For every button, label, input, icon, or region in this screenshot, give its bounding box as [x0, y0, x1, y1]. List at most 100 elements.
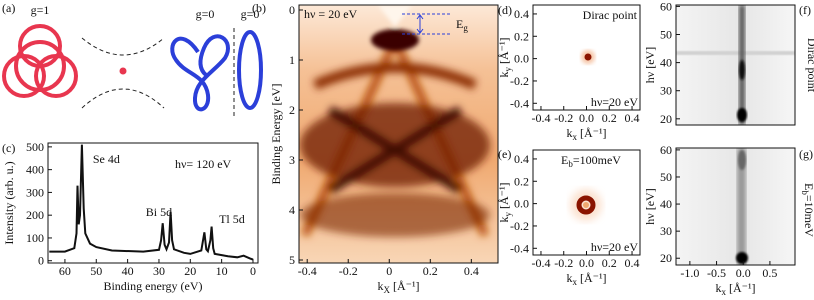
plot-frame: [298, 4, 499, 264]
y-tick-label: -0.2: [510, 74, 529, 88]
side-label-part: b: [800, 190, 810, 195]
x-axis-label-part: [Å⁻¹]: [390, 279, 420, 293]
y-tick-label: 30: [660, 84, 672, 98]
spectrum-line: [49, 144, 254, 261]
y-tick-label: 100: [26, 231, 44, 245]
plot-frame: [47, 142, 259, 264]
x-axis-label: kx [Å⁻¹]: [566, 271, 606, 287]
x-axis-label-part: k: [377, 279, 383, 293]
x-axis-label-part: x: [721, 287, 726, 297]
y-axis-label-part: y: [503, 67, 513, 72]
y-tick-label: -0.4: [510, 96, 529, 110]
x-tick-label: 0.0: [579, 111, 594, 125]
x-tick-label: 0.2: [423, 264, 438, 278]
arpes-image: [299, 5, 498, 263]
knot-sketch: [2, 24, 263, 118]
x-tick-label: 0.5: [762, 266, 777, 280]
side-label: Dirac point: [805, 38, 814, 93]
gap-label-part: g: [463, 23, 468, 33]
x-tick-label: 0.4: [625, 256, 640, 270]
photon-energy: hν = 20 eV: [304, 7, 358, 21]
y-tick-label: 0: [289, 3, 295, 17]
x-tick-label: 40: [122, 264, 134, 278]
x-axis-label-part: x: [572, 132, 577, 142]
x-tick-label: -0.2: [554, 111, 573, 125]
map-title: Dirac point: [583, 8, 638, 22]
panel-label: (d): [498, 3, 512, 17]
y-tick-label: 60: [660, 0, 672, 13]
x-axis-label-part: X: [383, 285, 390, 295]
y-tick-label: 5: [289, 253, 295, 267]
x-tick-label: -0.2: [339, 264, 358, 278]
photon-energy: hν=20 eV: [591, 240, 639, 254]
x-tick-label: -0.4: [298, 264, 317, 278]
x-tick-label: 50: [90, 264, 102, 278]
x-axis-label: kx [Å⁻¹]: [566, 126, 606, 142]
y-tick-label: 0.4: [514, 7, 529, 21]
y-tick-label: 0.2: [514, 29, 529, 43]
y-tick-label: 300: [26, 185, 44, 199]
side-label-part: =10meV: [802, 195, 814, 237]
y-tick-label: 0.0: [514, 197, 529, 211]
map-title-part: =100meV: [573, 153, 621, 167]
x-tick-label: 0.2: [602, 111, 617, 125]
peak-label: Bi 5d: [146, 205, 172, 219]
y-axis-label: hν [eV]: [643, 47, 657, 83]
x-tick-label: 0: [386, 264, 392, 278]
genus-label: g=0: [241, 7, 260, 21]
photon-energy: hν= 120 eV: [175, 157, 232, 171]
y-axis-label-part: y: [503, 212, 513, 217]
y-axis-label-part: [Å⁻¹]: [497, 37, 511, 67]
hv-map-f: [676, 5, 795, 125]
y-tick-label: 0.0: [514, 52, 529, 66]
panel-label: (e): [498, 147, 511, 161]
panel-label: (a): [2, 1, 15, 15]
x-tick-label: 10: [216, 264, 228, 278]
x-tick-label: 60: [59, 264, 71, 278]
y-tick-label: 500: [26, 140, 44, 154]
peak-label: Tl 5d: [219, 212, 245, 226]
genus-label: g=0: [196, 7, 215, 21]
x-axis-label-part: [Å⁻¹]: [577, 271, 607, 285]
x-axis-label: kx [Å⁻¹]: [715, 281, 755, 297]
genus-label: g=1: [31, 3, 50, 17]
x-tick-label: 0: [250, 264, 256, 278]
gap-marker: [402, 13, 452, 35]
x-tick-label: 0.4: [464, 264, 479, 278]
x-tick-label: -0.4: [531, 256, 550, 270]
y-tick-label: 0.2: [514, 174, 529, 188]
x-tick-label: 0.0: [579, 256, 594, 270]
x-tick-label: 0.0: [736, 266, 751, 280]
y-axis-label: Binding Energy [eV]: [269, 83, 283, 184]
x-axis-label-part: k: [566, 271, 572, 285]
y-axis-label: ky [Å⁻¹]: [497, 182, 513, 222]
x-axis-label: Binding energy (eV): [103, 279, 202, 293]
x-tick-label: -0.5: [707, 266, 726, 280]
x-tick-label: -1.0: [680, 266, 699, 280]
y-tick-label: 50: [660, 170, 672, 184]
energy-map: [533, 150, 640, 255]
map-title-part: E: [561, 153, 568, 167]
hv-map-g: [676, 148, 795, 265]
y-tick-label: 60: [660, 143, 672, 157]
y-axis-label: hν [eV]: [643, 188, 657, 224]
gap-label-part: E: [456, 17, 463, 31]
y-tick-label: 40: [660, 56, 672, 70]
x-tick-label: 0.4: [625, 111, 640, 125]
y-axis-label: Intensity (arb. u.): [2, 161, 16, 244]
gap-label: Eg: [456, 17, 468, 33]
y-tick-label: 30: [660, 224, 672, 238]
y-tick-label: 4: [289, 203, 295, 217]
y-tick-label: 3: [289, 153, 295, 167]
map-title-part: b: [568, 159, 573, 169]
y-axis-label-part: k: [497, 72, 511, 78]
y-tick-label: 20: [660, 251, 672, 265]
panel-label: (b): [252, 1, 266, 15]
y-tick-label: 40: [660, 197, 672, 211]
y-tick-label: 200: [26, 208, 44, 222]
x-axis-label-part: k: [715, 281, 721, 295]
x-axis-label-part: [Å⁻¹]: [726, 281, 756, 295]
side-label: Eb=10meV: [800, 183, 814, 237]
panel-label: (c): [2, 141, 15, 155]
